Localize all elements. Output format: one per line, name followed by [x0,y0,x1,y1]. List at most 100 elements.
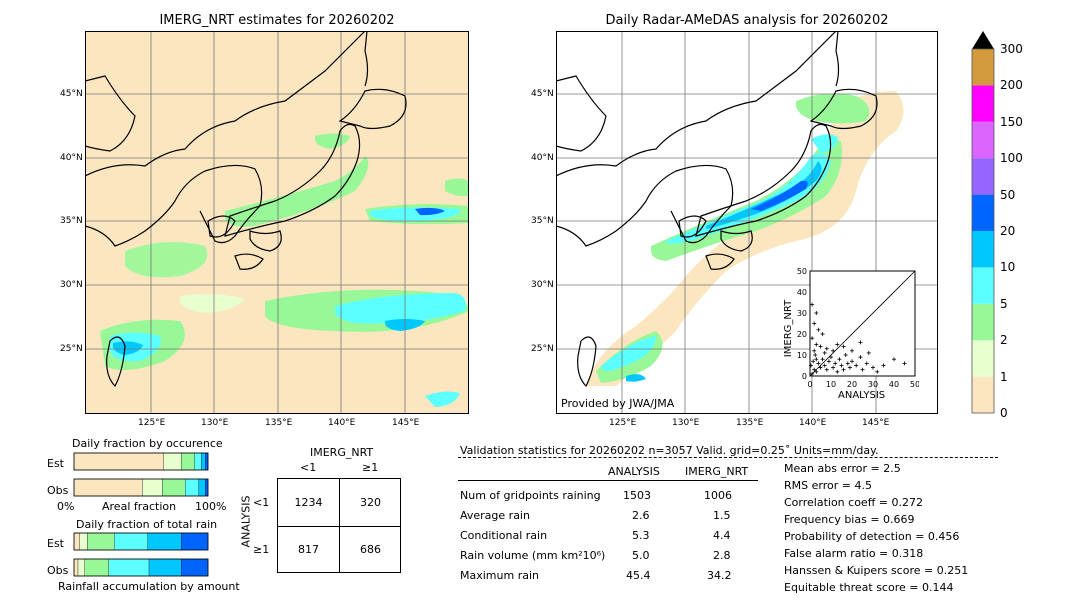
score-line: Probability of detection = 0.456 [784,530,960,543]
left-lat-label: 45°N [60,89,83,99]
scatter-xtick-label: 50 [910,380,919,389]
scatter-xtick-label: 0 [807,380,812,389]
scatter-point [831,365,836,370]
scatter-xtick-label: 10 [826,380,836,389]
colorbar-segment [972,49,994,86]
contingency-cell-a: 1234 [294,496,323,509]
validation-row-label: Maximum rain [460,569,539,582]
scatter-point [871,365,875,370]
right-lat-label: 35°N [531,216,554,226]
occurrence-axis-right: 100% [195,500,227,513]
validation-row-imerg: 1.5 [713,509,731,522]
scatter-point [854,363,859,368]
scatter-point [831,348,836,353]
validation-row-label: Num of gridpoints raining [460,489,601,502]
scatter-point [818,365,823,370]
scatter-point [866,350,871,355]
scatter-point [811,359,816,364]
right-lat-label: 30°N [531,280,554,290]
totalrain-segment [147,532,182,551]
colorbar-level-label: 300 [1000,42,1023,56]
scatter-point [902,361,907,366]
validation-row-analysis: 2.6 [632,509,650,522]
right-lat-label: 40°N [531,153,554,163]
right-map [556,31,938,414]
colorbar-segment [972,194,994,231]
scatter-point [824,367,829,372]
scatter-point [875,369,880,374]
totalrain-segment [181,532,209,551]
scatter-point [812,348,817,353]
validation-row-analysis: 45.4 [626,569,651,582]
validation-row-label: Conditional rain [460,529,548,542]
scatter-point [850,359,854,364]
scatter-point [820,332,825,336]
occurrence-segment [73,452,164,471]
left-lat-label: 25°N [60,344,83,354]
score-line: Correlation coeff = 0.272 [784,496,923,509]
left-lat-label: 35°N [60,216,83,226]
scatter-point [881,363,886,368]
validation-col-imerg: IMERG_NRT [685,465,749,478]
left-lat-label: 40°N [60,153,83,163]
validation-row-analysis: 5.3 [632,529,650,542]
colorbar-segment [972,303,994,341]
score-line: Mean abs error = 2.5 [784,462,901,475]
right-lat-label: 25°N [531,344,554,354]
colorbar-segment [972,121,994,159]
colorbar-segment [972,158,994,195]
scatter-point [839,363,844,368]
occurrence-est-label: Est [47,457,64,470]
scatter-point [822,350,827,355]
right-lat-label: 45°N [531,89,554,99]
scatter-point [864,361,869,366]
colorbar-level-label: 5 [1000,296,1008,311]
score-line: Frequency bias = 0.669 [784,513,915,526]
score-line: False alarm ratio = 0.318 [784,547,924,560]
validation-row-analysis: 1503 [623,489,651,502]
total-rain-title: Daily fraction of total rain [76,518,218,531]
scatter-ylabel: IMERG_NRT [783,299,795,358]
total-rain-chart [73,532,209,577]
occurrence-segment [205,452,209,471]
totalrain-segment [73,532,80,551]
colorbar-level-label: 0 [1000,406,1008,420]
left-lon-label: 140°E [328,418,356,428]
colorbar-level-label: 10 [1000,260,1016,275]
occurrence-title: Daily fraction by occurence [72,437,223,450]
score-line: RMS error = 4.5 [784,479,872,492]
right-lon-label: 145°E [862,418,890,428]
left-map-title: IMERG_NRT estimates for 20260202 [159,13,395,28]
occurrence-chart [73,452,209,497]
validation-col-underline [458,480,758,481]
scatter-point [810,371,815,376]
occurrence-segment [194,452,202,471]
left-coastlines [85,31,407,387]
scatter-point [813,353,818,357]
right-lon-label: 140°E [799,418,827,428]
scatter-point [814,311,819,315]
occurrence-segment [181,452,195,471]
colorbar-level-label: 1 [1000,369,1008,384]
validation-header: Validation statistics for 20260202 n=305… [460,444,879,457]
colorbar-over-triangle [972,31,994,49]
scatter-xtick-label: 20 [847,380,857,389]
validation-divider [458,457,998,458]
scatter-xlabel: ANALYSIS [838,390,886,401]
totalrain-segment [77,558,85,577]
scatter-point [810,302,815,307]
left-lon-label: 125°E [138,418,166,428]
scatter-point [833,361,838,366]
scatter-point [845,361,850,366]
right-map-title: Daily Radar-AMeDAS analysis for 20260202 [605,13,889,28]
totalrain-segment [79,532,88,551]
occurrence-segment [185,478,199,497]
totalrain-segment [73,558,79,577]
contingency-row-lt: <1 [253,496,270,509]
colorbar-level-label: 150 [1000,114,1023,129]
scatter-point [837,357,842,362]
occurrence-segment [163,452,182,471]
occurrence-segment [73,478,143,497]
colorbar-level-label: 50 [1000,187,1016,202]
colorbar-segment [972,340,994,377]
